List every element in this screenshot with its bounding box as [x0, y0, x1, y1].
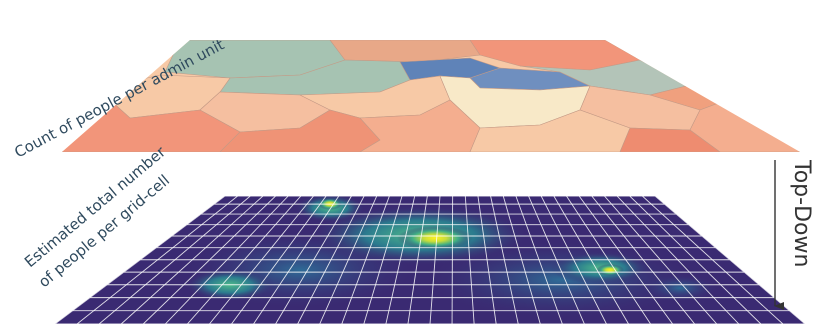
- admin-unit-region: [329, 40, 481, 63]
- grid-layer-label-line1: Estimated total number: [21, 142, 170, 271]
- admin-unit-layer: [62, 40, 800, 152]
- admin-unit-region: [619, 127, 721, 152]
- top-down-label: Top-Down: [789, 159, 814, 267]
- grid-cell-layer: [55, 196, 805, 324]
- grid-lines: [55, 196, 805, 324]
